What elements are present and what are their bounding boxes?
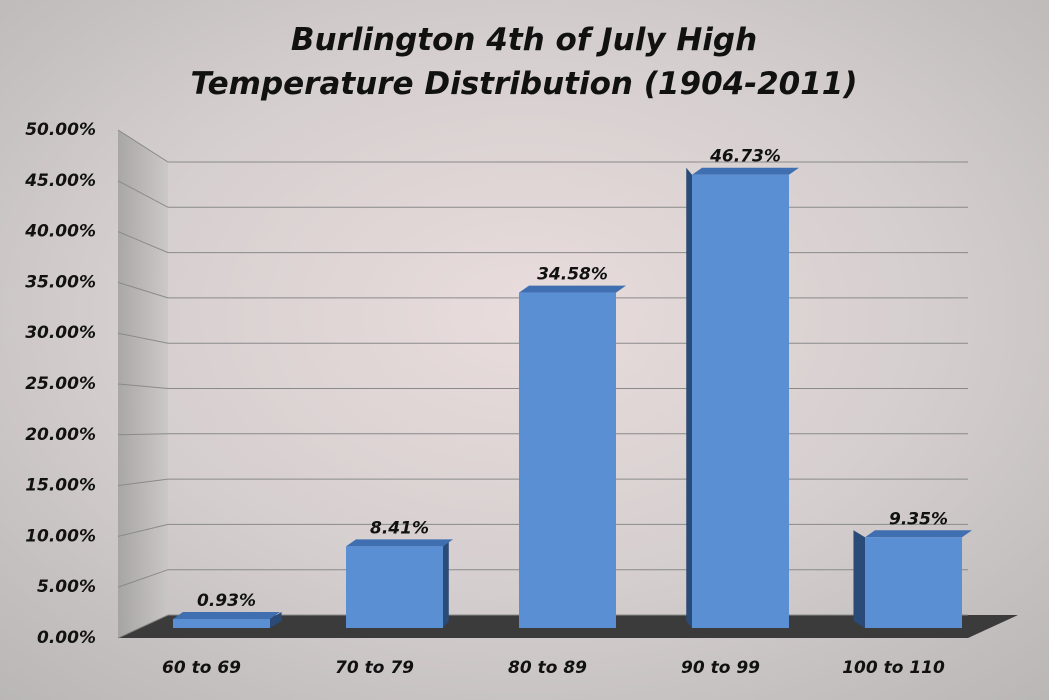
bar-side: [443, 539, 449, 628]
side-wall: [118, 130, 168, 638]
bar: [346, 546, 443, 628]
bar-top: [346, 539, 453, 547]
y-tick-label: 40.00%: [24, 222, 96, 242]
value-label: 34.58%: [537, 265, 608, 285]
chart-title: Burlington 4th of July High Temperature …: [190, 22, 858, 102]
y-tick-label: 25.00%: [25, 374, 96, 394]
x-tick-label: 100 to 110: [842, 658, 945, 678]
value-label: 8.41%: [370, 518, 429, 538]
bar-side: [853, 530, 865, 628]
y-tick-label: 45.00%: [24, 171, 96, 191]
value-label: 46.73%: [709, 147, 781, 167]
bar-top: [692, 167, 799, 175]
bar: [519, 292, 616, 628]
y-tick-label: 20.00%: [25, 425, 96, 445]
bar-side: [686, 167, 692, 628]
x-tick-label: 80 to 89: [508, 658, 587, 678]
y-tick-label: 50.00%: [25, 120, 96, 140]
bar: [692, 174, 789, 628]
bar-top: [865, 530, 972, 538]
bar-side: [270, 611, 282, 628]
y-tick-label: 5.00%: [37, 577, 96, 597]
bar-top: [519, 285, 626, 293]
y-tick-label: 30.00%: [25, 323, 96, 343]
bar-top: [173, 611, 280, 619]
y-tick-label: 35.00%: [25, 272, 96, 292]
bar: [865, 537, 962, 628]
y-tick-label: 15.00%: [25, 476, 96, 496]
value-label: 9.35%: [889, 509, 948, 529]
x-tick-label: 90 to 99: [681, 658, 760, 678]
y-tick-label: 10.00%: [25, 526, 96, 546]
bar: [173, 618, 270, 628]
x-tick-label: 70 to 79: [335, 658, 414, 678]
x-tick-label: 60 to 69: [162, 658, 241, 678]
grid-line: [117, 129, 968, 163]
y-tick-label: 0.00%: [37, 628, 96, 648]
value-label: 0.93%: [197, 591, 256, 611]
